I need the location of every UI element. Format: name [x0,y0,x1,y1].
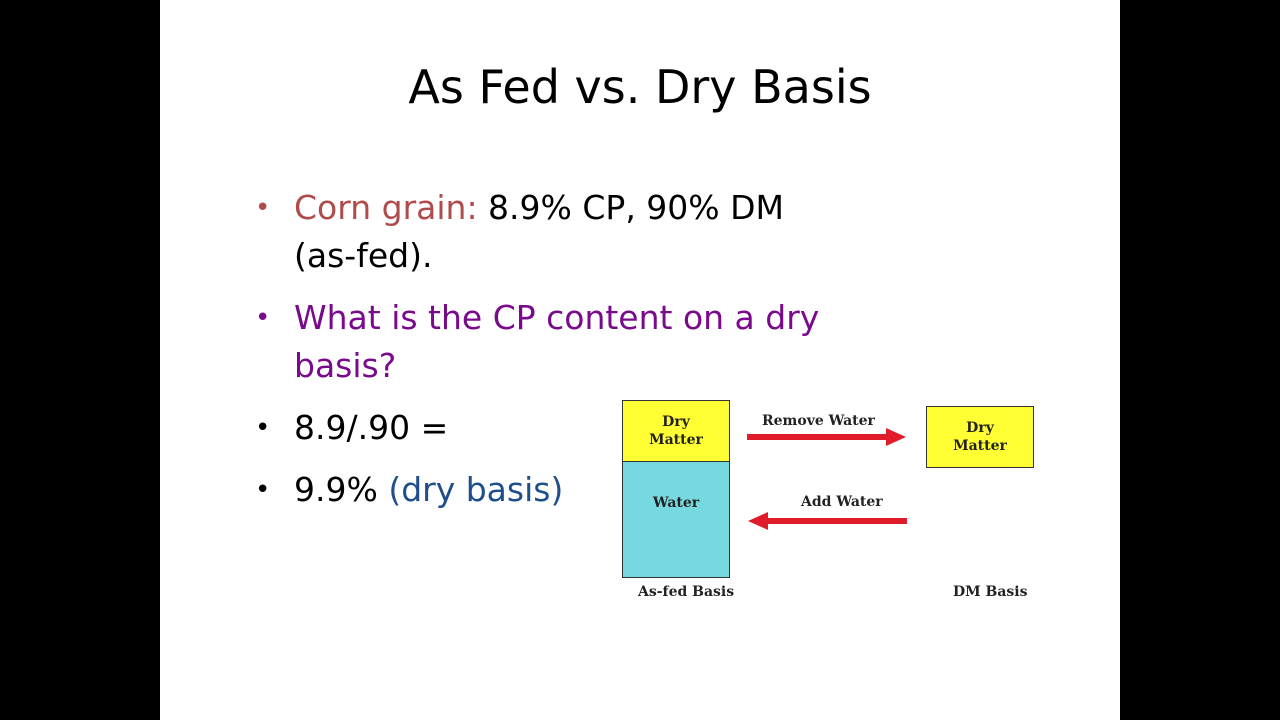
asfed-dry-matter-box: Dry Matter [622,400,730,462]
asfed-water-label: Water [652,495,700,511]
bullet-symbol: • [255,413,271,443]
bullet-text: 8.9% CP, 90% DM (as-fed). [294,188,785,275]
bullet-calculation: • 8.9/.90 = [255,404,845,452]
slide-title: As Fed vs. Dry Basis [408,60,872,114]
remove-water-label: Remove Water [762,413,875,429]
bullet-answer: • 9.9% (dry basis) [255,466,845,514]
bullet-symbol: • [255,193,271,223]
bullet-symbol: • [255,475,271,505]
add-water-label: Add Water [801,494,883,510]
dm-dry-matter-box: Dry Matter [926,406,1034,468]
dm-basis-label: DM Basis [953,584,1028,600]
bullet-suffix: (dry basis) [388,470,564,509]
asfed-dry-matter-label: Dry Matter [649,414,703,448]
asfed-basis-label: As-fed Basis [638,584,735,600]
slide: As Fed vs. Dry Basis • Corn grain: 8.9% … [160,0,1120,720]
bullet-text: 9.9% [294,470,389,509]
basis-diagram: Dry Matter Water Dry Matter Remove Water… [622,400,1042,605]
bullet-question: • What is the CP content on a dry basis? [255,294,845,390]
dm-dry-matter-label: Dry Matter [953,420,1007,454]
bullet-symbol: • [255,303,271,333]
asfed-water-box: Water [622,461,730,578]
remove-water-arrow [747,428,906,446]
bullet-text: What is the CP content on a dry basis? [294,298,820,385]
bullet-list: • Corn grain: 8.9% CP, 90% DM (as-fed). … [255,184,845,528]
add-water-arrow [748,512,907,530]
bullet-text: 8.9/.90 = [294,408,449,447]
bullet-corn-grain: • Corn grain: 8.9% CP, 90% DM (as-fed). [255,184,845,280]
bullet-prefix: Corn grain: [294,188,478,227]
